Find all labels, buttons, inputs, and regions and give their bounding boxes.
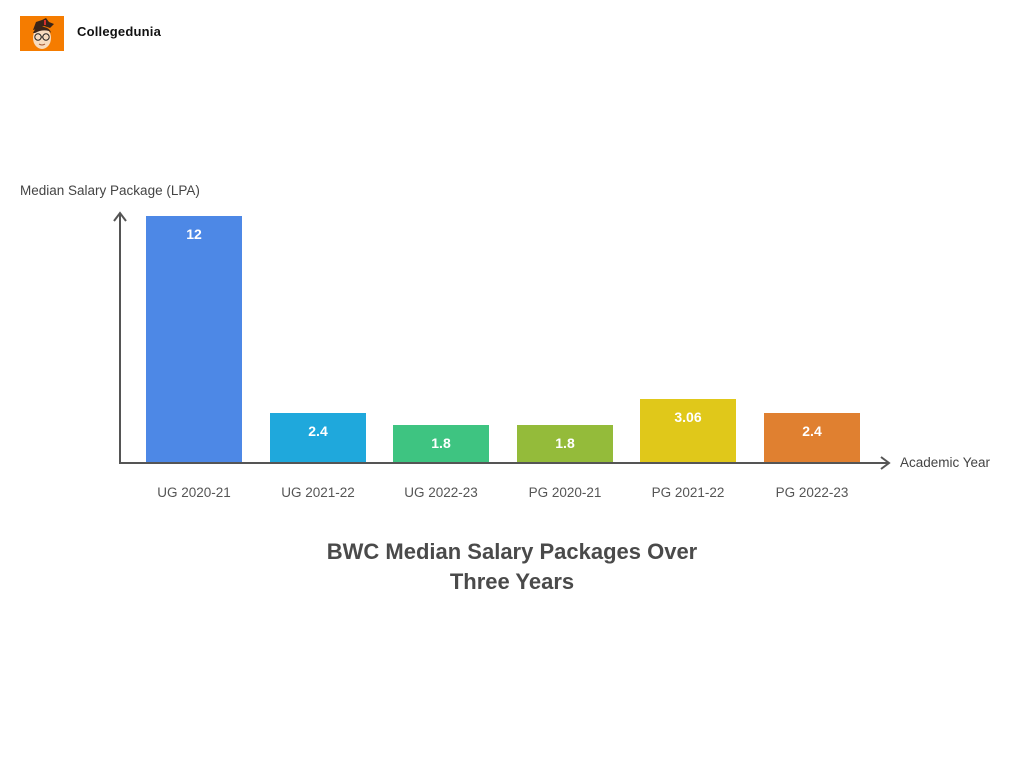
bar-value-label: 1.8 [431,434,451,451]
x-axis-label: Academic Year [900,455,991,470]
x-tick-label: UG 2020-21 [157,485,231,500]
x-tick-label: PG 2022-23 [775,485,849,500]
bar-ug-2022-23: 1.8 [393,425,489,462]
bar-value-label: 12 [186,226,202,242]
bar-value-label: 1.8 [555,434,575,451]
bar-ug-2021-22: 2.4 [270,413,366,462]
bar-value-label: 2.4 [802,423,822,439]
collegedunia-logo-icon [20,16,64,51]
bar-value-label: 3.06 [674,409,702,425]
bar-ug-2020-21: 12 [146,216,242,462]
chart-title-line-1: BWC Median Salary Packages Over [326,539,698,564]
x-axis-arrow-icon [880,456,891,470]
x-tick-label: UG 2021-22 [281,485,355,500]
chart-title-line-2: Three Years [449,569,575,594]
x-tick-label: UG 2022-23 [404,485,478,500]
chart-title: BWC Median Salary Packages Over Three Ye… [212,537,812,597]
bar-pg-2021-22: 3.06 [640,399,736,462]
x-tick-label: PG 2021-22 [651,485,725,500]
y-axis-arrow-icon [113,211,127,222]
bar-value-label: 2.4 [308,423,328,439]
x-tick-label: PG 2020-21 [528,485,602,500]
bar-pg-2020-21: 1.8 [517,425,613,462]
brand-name: Collegedunia [77,24,162,39]
bar-pg-2022-23: 2.4 [764,413,860,462]
y-axis-label: Median Salary Package (LPA) [20,183,200,198]
